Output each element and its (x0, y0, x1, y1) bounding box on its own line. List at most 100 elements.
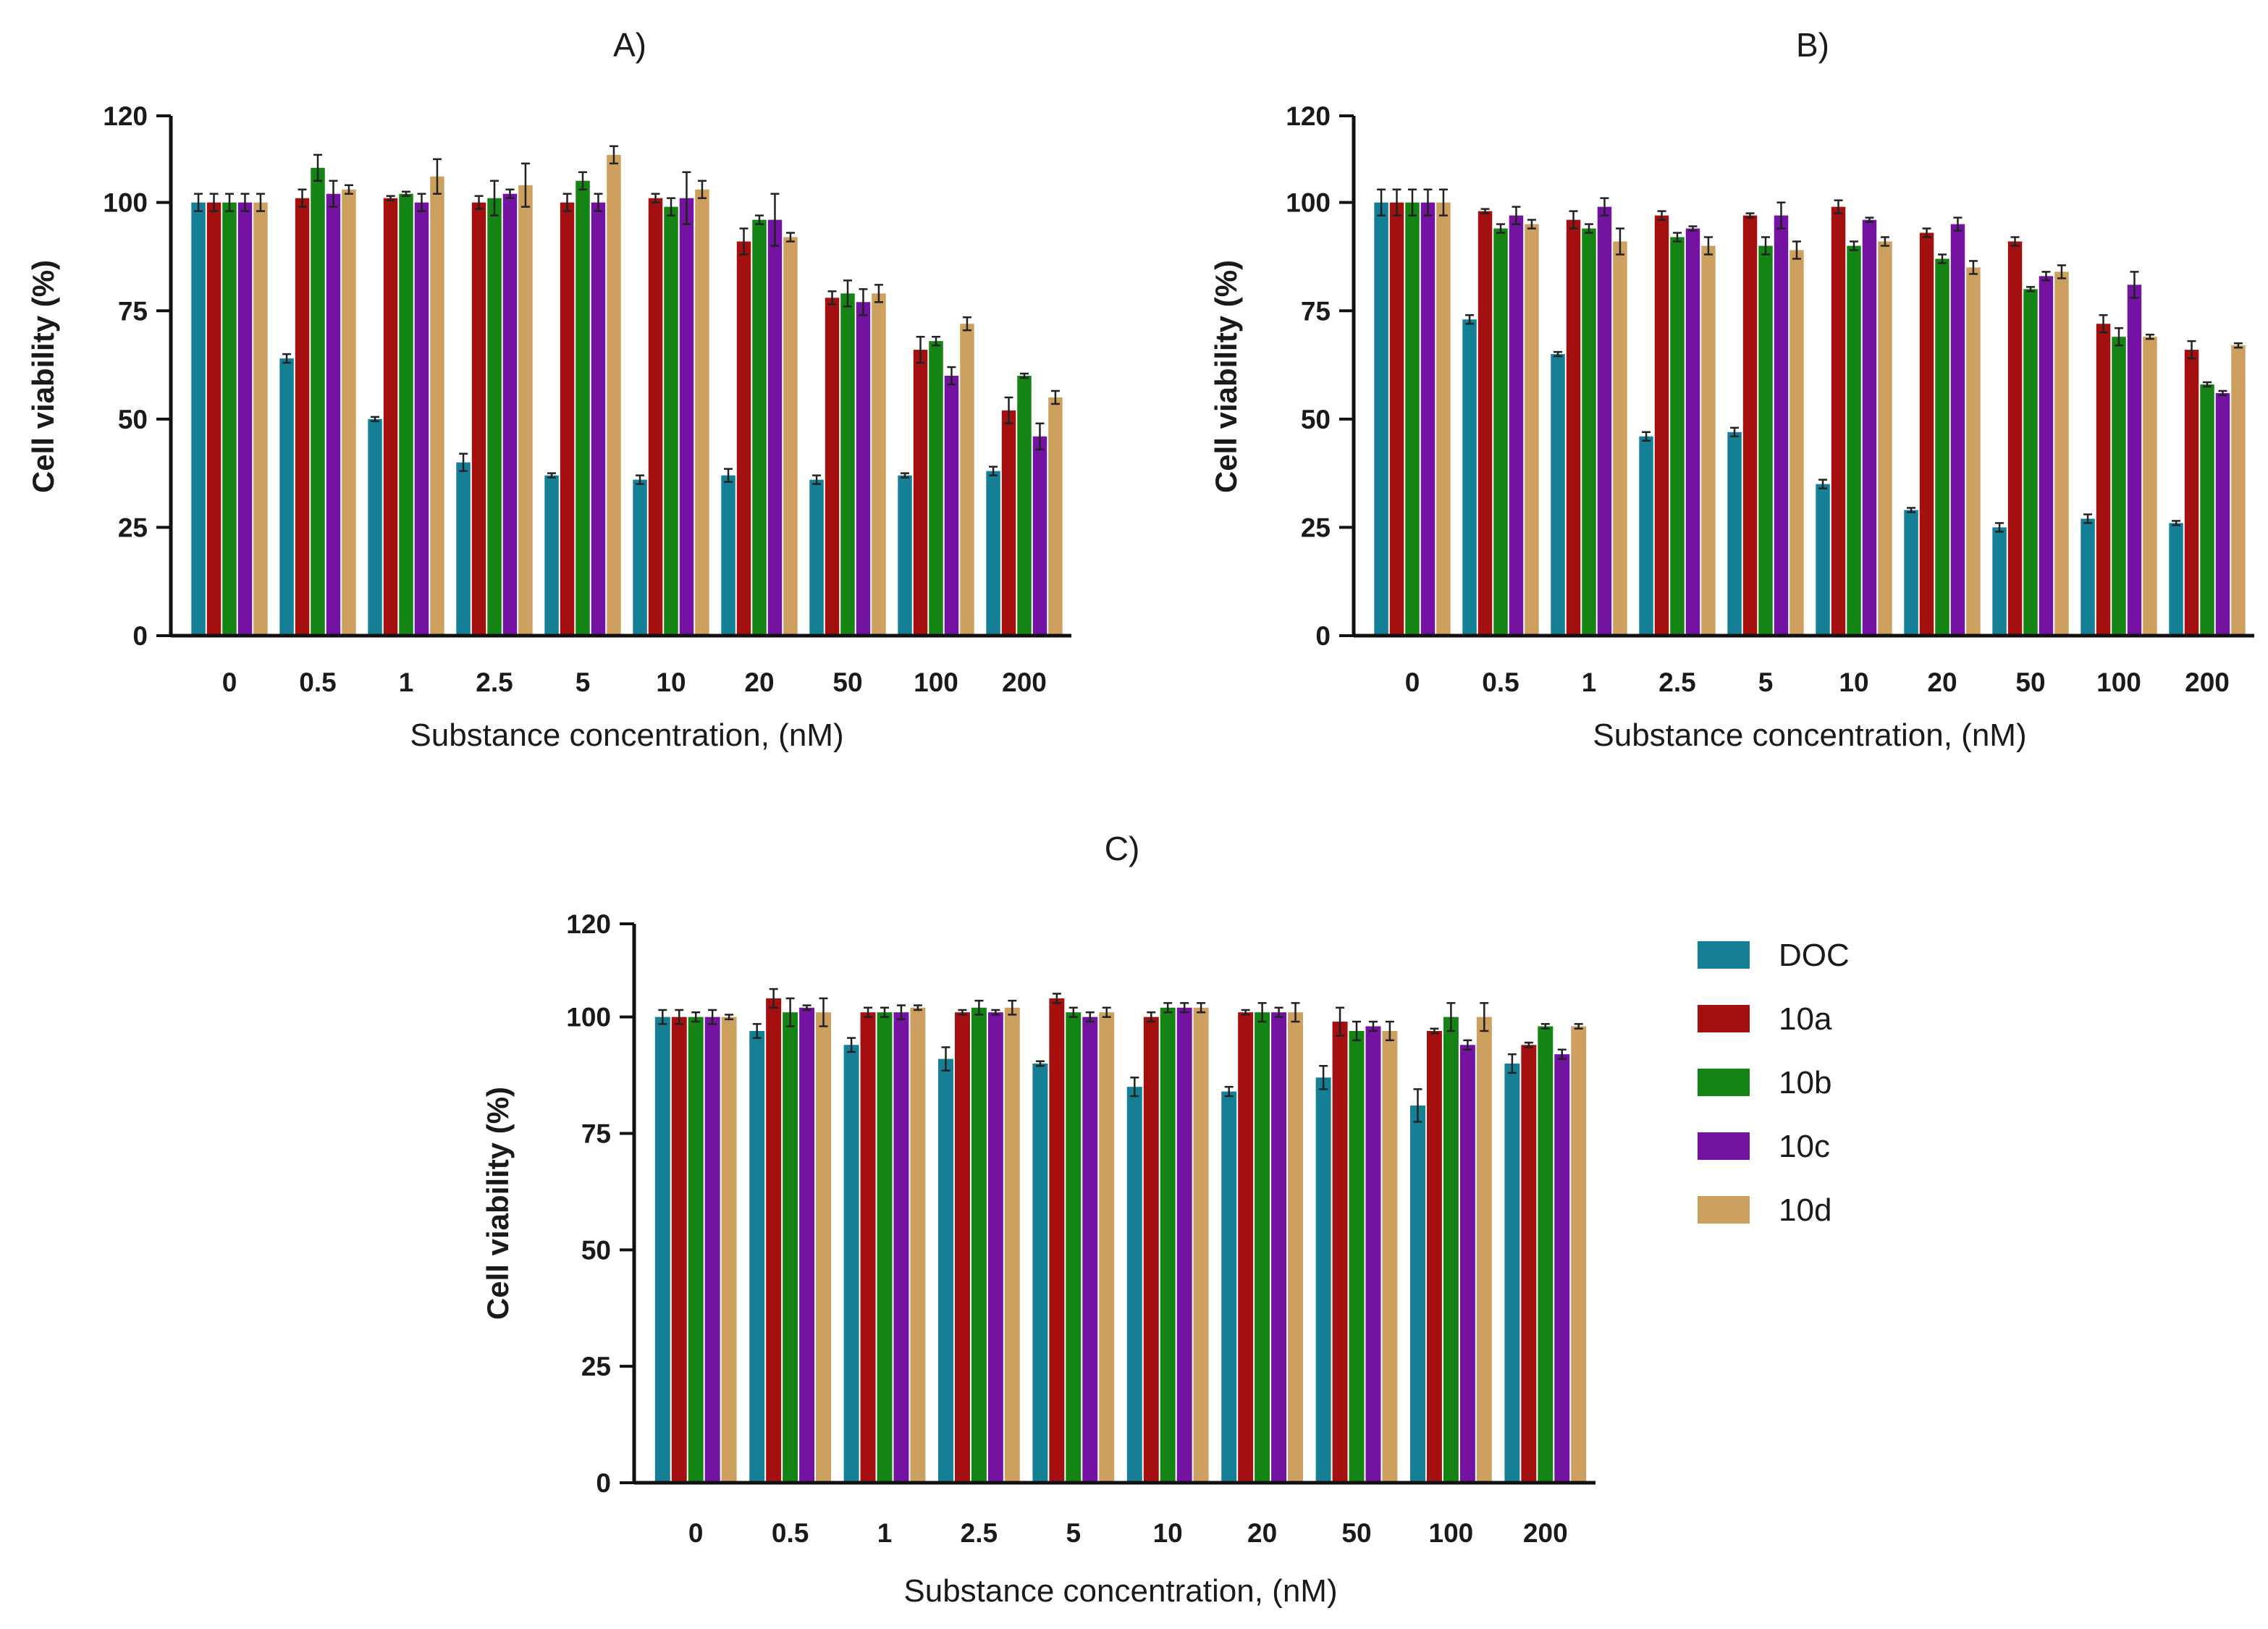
bar (502, 193, 518, 636)
x-tick-label: 1 (877, 1518, 893, 1548)
bar (1992, 527, 2007, 636)
x-tick-label: 100 (914, 668, 958, 697)
bar (518, 185, 533, 636)
y-tick-label: 25 (1301, 513, 1331, 542)
bar (944, 376, 959, 636)
bar (1493, 228, 1508, 636)
bar (843, 1045, 859, 1483)
bar (1176, 1007, 1192, 1483)
bar (799, 1007, 815, 1483)
bar (1597, 206, 1612, 636)
bar (1238, 1012, 1254, 1483)
legend-swatch (1698, 1196, 1750, 1224)
bar (1332, 1022, 1348, 1483)
bar (1878, 241, 1892, 636)
bar (430, 176, 444, 636)
bar (840, 293, 855, 636)
bar (1389, 202, 1404, 636)
bar (2039, 276, 2054, 636)
bar (809, 479, 824, 636)
bar (1758, 245, 1773, 636)
x-tick-label: 200 (1002, 668, 1047, 697)
bar (368, 418, 382, 636)
bar (1525, 224, 1539, 636)
bar (987, 1012, 1003, 1483)
bar (237, 202, 253, 636)
x-tick-label: 1 (399, 668, 414, 697)
x-tick-label: 10 (1153, 1518, 1183, 1548)
bar (736, 241, 751, 636)
bar (1099, 1012, 1115, 1483)
bar (1789, 250, 1804, 636)
legend-swatch (1698, 941, 1750, 969)
bar (648, 198, 663, 636)
bar (783, 1012, 798, 1483)
bar (1847, 245, 1861, 636)
x-tick-label: 2.5 (476, 668, 513, 697)
bar (1288, 1012, 1303, 1483)
bar (399, 193, 413, 636)
bar (1538, 1026, 1554, 1483)
bar (2054, 272, 2069, 636)
legend-swatch (1698, 1005, 1750, 1032)
x-tick-label: 20 (1927, 668, 1957, 697)
bar (749, 1030, 765, 1483)
bar (1654, 215, 1669, 636)
bar (1670, 237, 1685, 636)
bar (679, 198, 694, 636)
bar (1566, 219, 1581, 636)
y-tick-label: 120 (103, 101, 148, 131)
x-tick-label: 20 (744, 668, 774, 697)
bar (1966, 267, 1981, 636)
bar (1701, 245, 1716, 636)
x-tick-label: 100 (2096, 668, 2141, 697)
bar (1950, 224, 1965, 636)
x-tick-label: 50 (1341, 1518, 1371, 1548)
bar (856, 302, 871, 636)
x-tick-label: 50 (2015, 668, 2045, 697)
bar (1405, 202, 1420, 636)
bar (1774, 215, 1789, 636)
y-tick-label: 100 (566, 1003, 611, 1032)
bar (544, 475, 559, 636)
bar (1066, 1012, 1082, 1483)
bar (591, 202, 606, 636)
x-tick-label: 5 (1066, 1518, 1082, 1548)
bar (2215, 392, 2230, 636)
y-tick-label: 25 (581, 1352, 611, 1381)
bar (1420, 202, 1436, 636)
y-axis-title: Cell viability (%) (1209, 260, 1243, 493)
bar (633, 479, 647, 636)
bar (2112, 337, 2126, 636)
x-tick-label: 0.5 (1482, 668, 1519, 697)
x-tick-label: 5 (576, 668, 591, 697)
bar (1221, 1091, 1237, 1483)
bar (1255, 1012, 1270, 1483)
bar (487, 198, 502, 636)
y-tick-label: 25 (118, 513, 148, 542)
panel-title: A) (613, 26, 646, 64)
x-tick-label: 2.5 (961, 1518, 998, 1548)
x-tick-label: 10 (656, 668, 686, 697)
chart-panel-c: C) Cell viability (%) Substance concentrat… (481, 830, 1595, 1609)
bar (2127, 285, 2142, 636)
bar (960, 324, 974, 636)
bar (671, 1016, 687, 1483)
bar (222, 202, 237, 636)
bars-group (654, 988, 1587, 1483)
y-tick-label: 50 (581, 1235, 611, 1265)
bar (695, 189, 709, 636)
bar (688, 1016, 704, 1483)
bar (2231, 345, 2246, 636)
x-axis-title: Substance concentration, (nM) (1593, 717, 2026, 753)
bar (1426, 1030, 1442, 1483)
x-tick-label: 10 (1839, 668, 1868, 697)
bar (1685, 228, 1700, 636)
bar (1436, 202, 1451, 636)
bar (1521, 1045, 1537, 1483)
bar (456, 462, 471, 636)
x-tick-label: 0 (1405, 668, 1420, 697)
bar (1639, 436, 1653, 636)
legend-label: 10b (1779, 1065, 1831, 1100)
